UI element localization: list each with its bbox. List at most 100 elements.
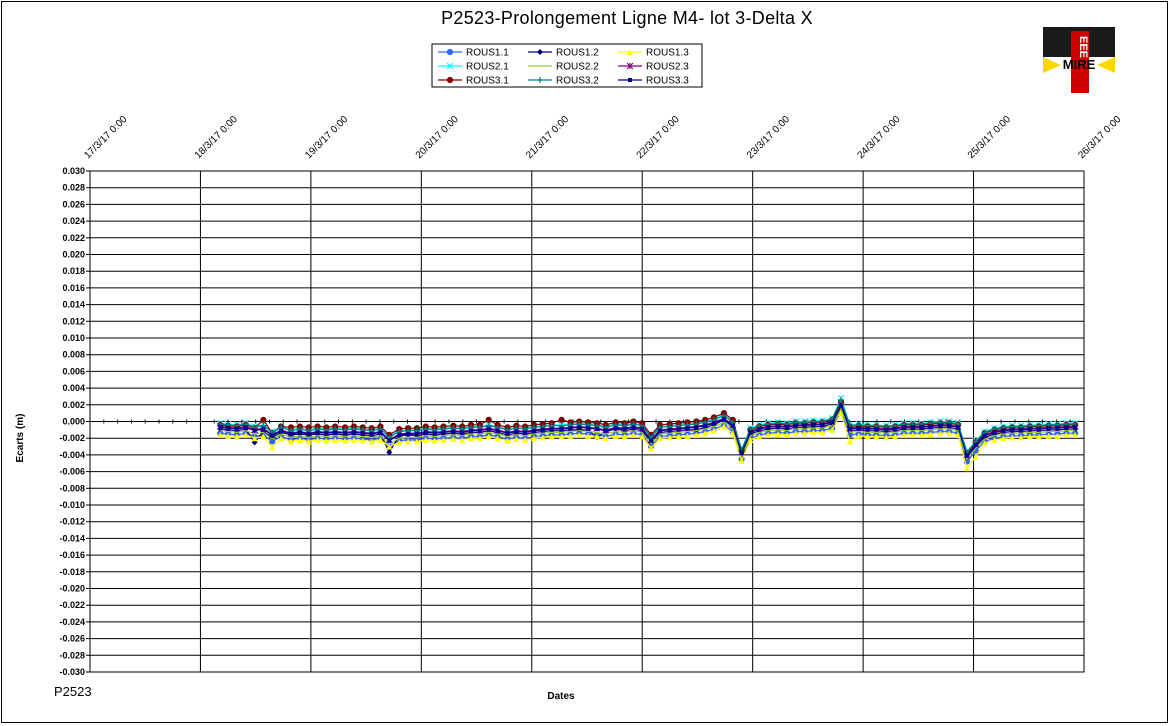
data-point [711, 427, 718, 434]
data-point [639, 433, 646, 440]
data-point [1019, 427, 1024, 432]
data-point [1027, 427, 1032, 432]
data-point [441, 430, 446, 435]
data-point [775, 431, 782, 438]
data-point [252, 428, 257, 433]
y-tick-label: -0.028 [59, 650, 85, 660]
y-tick-label: 0.026 [62, 199, 85, 209]
data-point [748, 430, 753, 435]
data-point [386, 449, 393, 456]
data-point [694, 425, 699, 430]
data-point [864, 433, 871, 440]
data-point [622, 427, 627, 432]
legend: ROUS1.1 ROUS1.2 ROUS1.3 ROUS2.1 ROUS2.2 ROUS2… [431, 43, 703, 88]
data-point [631, 425, 636, 430]
data-point [1000, 435, 1007, 442]
y-tick-label: -0.006 [59, 467, 85, 477]
data-point [530, 435, 537, 442]
data-point [494, 435, 501, 442]
data-point [765, 431, 772, 438]
y-tick-label: -0.030 [59, 667, 85, 677]
x-tick-label: 22/3/17 0:00 [635, 114, 682, 161]
legend-label: ROUS2.2 [556, 62, 599, 73]
logo-rotated-text: EEE [1077, 36, 1089, 58]
data-point [306, 432, 311, 437]
data-point [649, 438, 654, 443]
data-point [396, 439, 403, 446]
data-point [937, 430, 944, 437]
legend-item: ROUS3.2 [528, 76, 599, 87]
x-tick-label: 17/3/17 0:00 [82, 114, 129, 161]
y-tick-label: -0.022 [59, 600, 85, 610]
x-axis-label: Dates [547, 691, 575, 702]
data-point [776, 424, 781, 429]
data-point [397, 432, 402, 437]
data-point [927, 431, 934, 438]
y-tick-label: 0.018 [62, 266, 85, 276]
data-point [585, 432, 592, 439]
legend-item: ROUS3.3 [618, 76, 689, 87]
x-tick-label: 19/3/17 0:00 [303, 114, 350, 161]
data-point [981, 440, 988, 447]
data-point [460, 430, 465, 435]
legend-label: ROUS3.1 [466, 76, 509, 87]
data-point [459, 436, 466, 443]
data-point [1036, 427, 1041, 432]
y-tick-label: 0.020 [62, 250, 85, 260]
data-point [909, 431, 916, 438]
data-point [297, 430, 302, 435]
data-point [883, 434, 890, 441]
data-point [685, 426, 690, 431]
data-point [451, 429, 456, 434]
data-point [964, 453, 969, 458]
legend-item: ROUS2.3 [618, 62, 689, 73]
y-tick-label: -0.024 [59, 617, 85, 627]
data-point [225, 432, 232, 439]
data-point [405, 438, 412, 445]
data-point [819, 429, 826, 436]
x-tick-label: 20/3/17 0:00 [414, 114, 461, 161]
data-point [856, 426, 861, 431]
data-point [531, 428, 536, 433]
y-tick-label: -0.002 [59, 433, 85, 443]
series-lines [216, 394, 1079, 472]
chart-title: P2523-Prolongement Ligne M4- lot 3-Delta… [441, 8, 813, 28]
data-point [676, 427, 681, 432]
data-point [621, 433, 628, 440]
y-tick-label: -0.020 [59, 584, 85, 594]
data-point [712, 421, 717, 426]
x-tick-label: 26/3/17 0:00 [1076, 114, 1123, 161]
data-point [450, 436, 457, 443]
series-rous2-2 [220, 407, 1076, 461]
x-tick-label: 25/3/17 0:00 [966, 114, 1013, 161]
data-point [477, 428, 482, 433]
data-point [446, 62, 454, 70]
data-point [289, 432, 294, 437]
data-point [593, 433, 600, 440]
legend-label: ROUS3.2 [556, 76, 599, 87]
y-tick-label: 0.014 [62, 300, 85, 310]
data-point [602, 435, 609, 442]
data-point [918, 431, 925, 438]
data-point [522, 436, 529, 443]
y-tick-label: 0.024 [62, 216, 85, 226]
x-tick-label: 23/3/17 0:00 [745, 114, 792, 161]
data-point [1035, 433, 1042, 440]
data-point [537, 77, 543, 83]
footer-label: P2523 [54, 684, 92, 699]
data-point [288, 438, 295, 445]
data-point [342, 437, 349, 444]
data-point [892, 433, 899, 440]
data-point [504, 437, 511, 444]
data-point [829, 426, 836, 433]
y-tick-label: 0.002 [62, 400, 85, 410]
legend-label: ROUS2.3 [646, 62, 689, 73]
legend-box [431, 43, 703, 88]
data-point [431, 437, 438, 444]
data-point [378, 430, 383, 435]
data-point [446, 48, 454, 56]
data-point [839, 403, 844, 408]
data-point [721, 416, 726, 421]
data-point [648, 445, 655, 452]
x-tick-labels: 17/3/17 0:00 18/3/17 0:00 19/3/17 0:00 20/3… [82, 114, 1123, 161]
